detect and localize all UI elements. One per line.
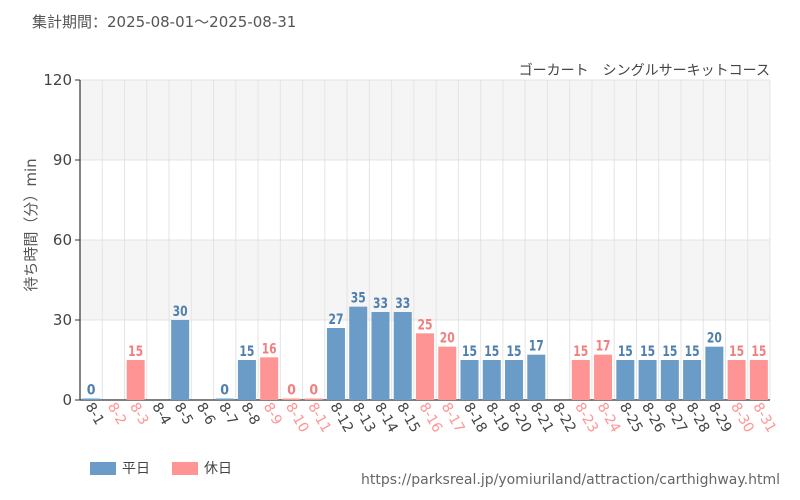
y-tick-labels: 0 30 60 90 120 (43, 71, 80, 409)
bar-8-1 (82, 398, 101, 400)
bar-8-16 (416, 333, 434, 400)
bar-8-20 (505, 360, 524, 400)
background-bands (80, 80, 770, 320)
bar-label-8-26: 15 (640, 344, 655, 360)
legend-swatch-holiday (172, 461, 198, 475)
bar-label-8-7: 0 (220, 383, 229, 399)
bar-label-8-17: 20 (440, 331, 455, 347)
bar-label-8-29: 20 (707, 331, 722, 347)
legend-item-weekday: 平日 (90, 458, 150, 478)
bar-8-15 (393, 312, 412, 400)
bar-8-23 (571, 360, 590, 400)
x-tick-label-8-2: 8-2 (104, 400, 129, 428)
x-tick-labels: 8-18-28-38-48-58-68-78-88-98-108-118-128… (82, 400, 779, 436)
bar-label-8-14: 33 (373, 296, 388, 312)
bar-8-25 (616, 360, 635, 400)
bar-8-9 (260, 357, 279, 400)
x-tick-label-8-31: 8-31 (749, 400, 779, 436)
bar-8-29 (705, 346, 724, 400)
bar-8-17 (438, 346, 457, 400)
bar-label-8-8: 15 (239, 344, 254, 360)
bar-label-8-20: 15 (507, 344, 522, 360)
legend-label-holiday: 休日 (204, 461, 232, 477)
x-tick-label-8-3: 8-3 (126, 400, 151, 428)
bar-8-18 (460, 360, 479, 400)
bar-label-8-28: 15 (685, 344, 700, 360)
bar-8-19 (482, 360, 501, 400)
bar-label-8-24: 17 (596, 339, 611, 355)
bar-label-8-31: 15 (751, 344, 766, 360)
bar-8-21 (527, 354, 546, 400)
bar-label-8-27: 15 (662, 344, 677, 360)
chart-title: ゴーカート シングルサーキットコース (519, 62, 770, 79)
bar-label-8-25: 15 (618, 344, 633, 360)
source-url: https://parksreal.jp/yomiuriland/attract… (361, 472, 780, 488)
y-tick-label-30: 30 (53, 311, 72, 329)
bar-8-12 (326, 328, 345, 400)
bar-label-8-11: 0 (309, 383, 318, 399)
bar-label-8-18: 15 (462, 344, 477, 360)
bar-8-10 (282, 398, 301, 400)
bar-8-7 (215, 398, 234, 400)
legend: 平日 休日 (90, 458, 232, 478)
bar-label-8-9: 16 (262, 341, 277, 357)
bar-8-27 (660, 360, 679, 400)
bar-label-8-5: 30 (173, 304, 188, 320)
bar-label-8-12: 27 (328, 312, 343, 328)
x-tick-label-8-4: 8-4 (148, 400, 173, 428)
bar-8-30 (727, 360, 746, 400)
legend-label-weekday: 平日 (122, 461, 150, 477)
bar-label-8-15: 33 (395, 296, 410, 312)
y-tick-label-60: 60 (53, 231, 72, 249)
bar-label-8-19: 15 (484, 344, 499, 360)
x-tick-label-8-6: 8-6 (193, 400, 218, 428)
bar-label-8-16: 25 (418, 317, 433, 333)
y-tick-label-120: 120 (43, 71, 72, 89)
bar-label-8-30: 15 (729, 344, 744, 360)
legend-swatch-weekday (90, 461, 116, 475)
bar-8-24 (594, 354, 613, 400)
bar-8-28 (683, 360, 702, 400)
legend-item-holiday: 休日 (172, 458, 232, 478)
bar-8-14 (371, 312, 390, 400)
x-tick-label-8-8: 8-8 (237, 400, 262, 428)
x-tick-label-8-9: 8-9 (260, 400, 285, 428)
band-30-60 (80, 240, 770, 320)
bar-8-3 (126, 360, 145, 400)
bar-8-5 (171, 320, 190, 400)
y-tick-label-0: 0 (62, 391, 72, 409)
x-tick-label-8-5: 8-5 (171, 400, 196, 428)
bars (82, 306, 768, 400)
band-90-120 (80, 80, 770, 160)
bar-label-8-23: 15 (573, 344, 588, 360)
bar-8-8 (237, 360, 256, 400)
bar-8-13 (349, 306, 368, 400)
bar-label-8-3: 15 (128, 344, 143, 360)
x-tick-label-8-7: 8-7 (215, 400, 240, 428)
bar-label-8-21: 17 (529, 339, 544, 355)
bar-label-8-1: 0 (87, 383, 96, 399)
bar-label-8-13: 35 (351, 291, 366, 307)
period-label: 集計期間：2025-08-01～2025-08-31 (32, 13, 297, 31)
bar-8-31 (749, 360, 768, 400)
y-axis-label: 待ち時間（分）min (22, 158, 40, 291)
bar-8-26 (638, 360, 657, 400)
bar-label-8-10: 0 (287, 383, 296, 399)
bar-8-11 (304, 398, 323, 400)
y-tick-label-90: 90 (53, 151, 72, 169)
x-tick-label-8-1: 8-1 (82, 400, 107, 428)
